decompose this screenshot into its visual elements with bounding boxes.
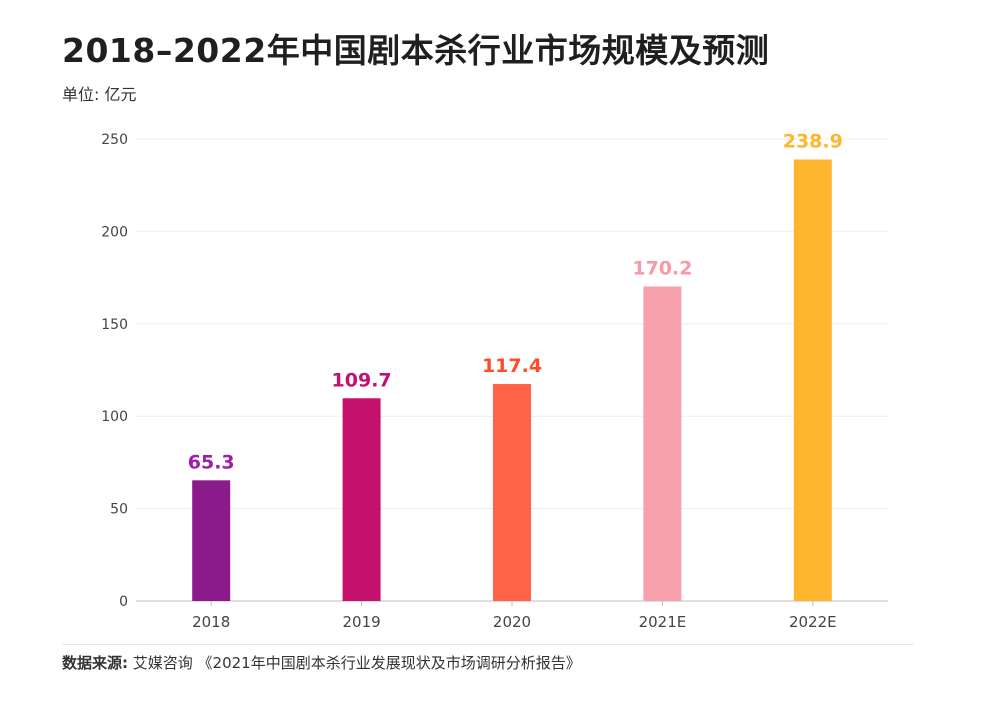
bar	[342, 398, 381, 601]
x-tick-label: 2018	[192, 613, 230, 631]
chart-title: 2018–2022年中国剧本杀行业市场规模及预测	[62, 31, 770, 70]
y-tick-label: 200	[101, 224, 128, 240]
bar	[493, 384, 531, 601]
source-note: 数据来源: 艾媒咨询 《2021年中国剧本杀行业发展现状及市场调研分析报告》	[62, 652, 581, 673]
unit-label: 单位: 亿元	[62, 85, 137, 104]
data-label: 109.7	[332, 369, 392, 391]
y-tick-label: 100	[101, 409, 128, 425]
x-tick-label: 2019	[343, 613, 381, 631]
bar	[643, 286, 682, 601]
x-tick-label: 2021E	[639, 613, 687, 631]
data-label: 170.2	[632, 257, 692, 279]
bar	[793, 159, 832, 601]
source-text: 艾媒咨询 《2021年中国剧本杀行业发展现状及市场调研分析报告》	[132, 654, 581, 672]
y-tick-label: 50	[110, 502, 128, 518]
bar-chart: 0 50 100 150 200 250 65.3 2018 109.7 2019 117.4 202…	[101, 131, 888, 631]
source-label: 数据来源:	[62, 654, 128, 672]
data-label: 117.4	[482, 355, 542, 377]
data-label: 238.9	[783, 131, 843, 153]
y-tick-label: 250	[101, 132, 128, 148]
x-tick-label: 2022E	[789, 613, 837, 631]
y-tick-label: 0	[119, 594, 128, 610]
bar	[192, 480, 231, 601]
y-tick-label: 150	[101, 317, 128, 333]
x-tick-label: 2020	[493, 613, 531, 631]
footer-divider	[62, 644, 914, 645]
data-label: 65.3	[188, 451, 235, 473]
